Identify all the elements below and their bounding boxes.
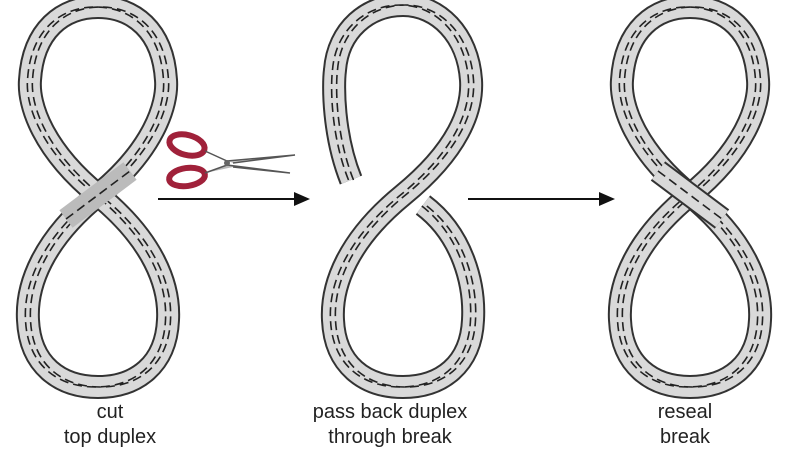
arrow-right-icon [468,192,615,206]
top-duplex-segment [59,162,137,228]
scissors-icon [166,131,296,190]
step-caption-reseal: reseal break [605,400,765,450]
caption-line: break [659,426,711,448]
step-caption-cut: cut top duplex [30,400,190,450]
figure-eight-broken [320,0,486,400]
caption-line: reseal [657,401,713,423]
figure-eight-intact [25,7,170,387]
arrow-right-icon [158,192,310,206]
caption-line: through break [328,426,452,448]
caption-line: pass back duplex [312,401,468,423]
caption-line: cut [96,401,124,423]
step-caption-pass: pass back duplex through break [285,400,495,450]
caption-line: top duplex [63,426,157,448]
figure-eight-resealed [617,7,762,387]
